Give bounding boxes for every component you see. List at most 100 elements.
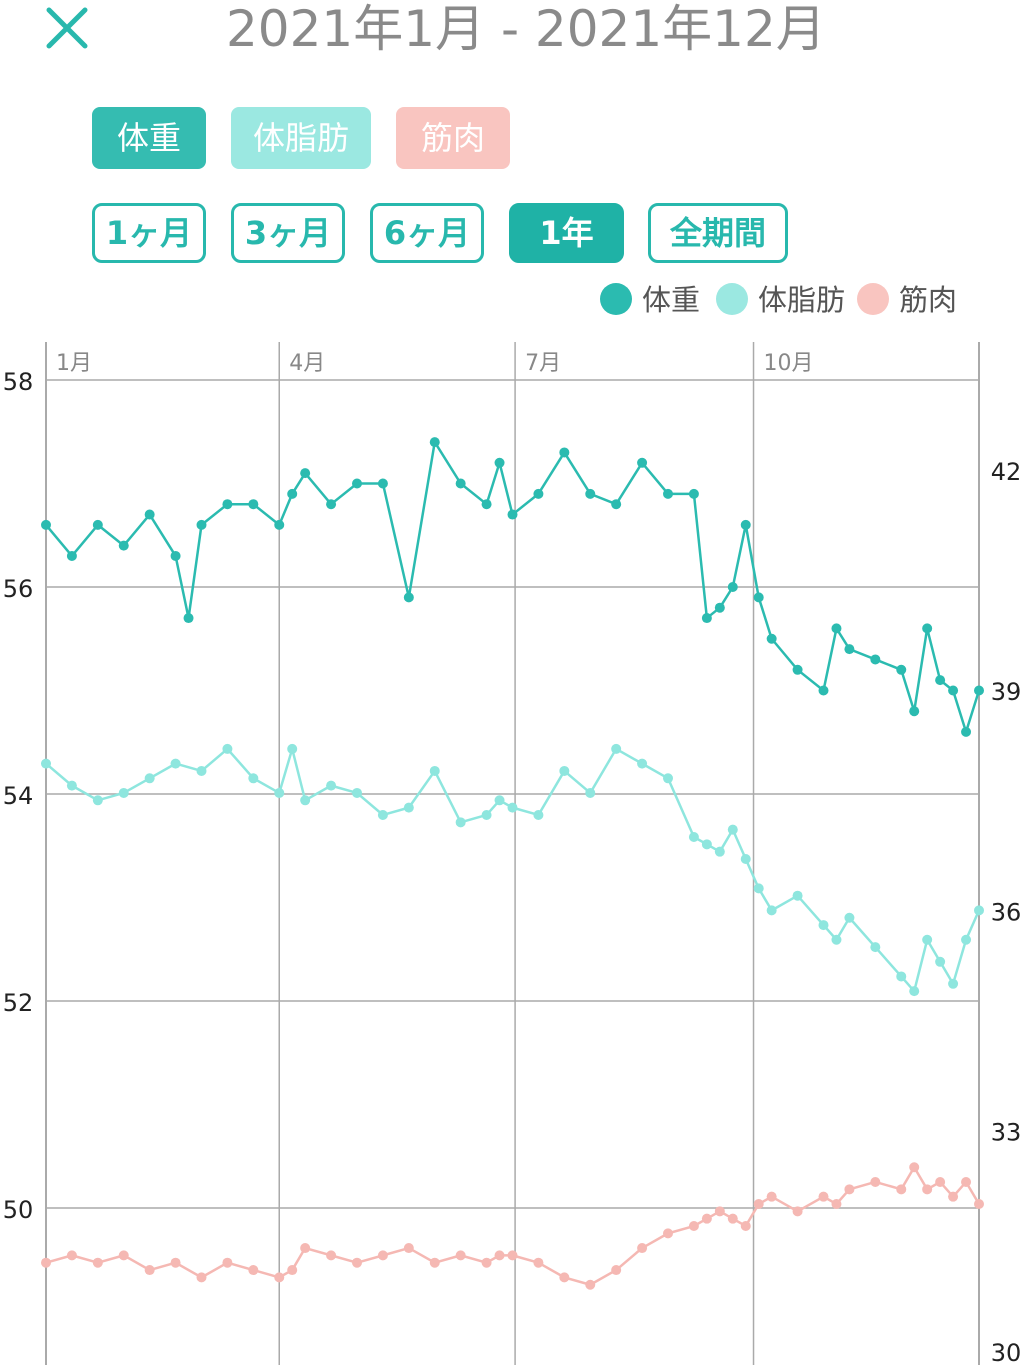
- data-point-body-fat: [352, 787, 362, 798]
- data-point-muscle: [818, 1191, 829, 1202]
- data-point-body-fat: [533, 809, 544, 820]
- data-point-weight: [170, 550, 181, 561]
- data-point-muscle: [455, 1250, 466, 1261]
- range-6-month-button[interactable]: 6ヶ月: [370, 203, 484, 263]
- data-point-muscle: [727, 1213, 738, 1224]
- legend-weight: 体重: [600, 280, 700, 320]
- data-point-weight: [352, 478, 362, 489]
- data-point-muscle: [429, 1257, 440, 1268]
- data-point-weight: [948, 685, 959, 696]
- data-point-body-fat: [818, 920, 829, 931]
- data-point-body-fat: [585, 787, 596, 798]
- metric-tab-body-fat[interactable]: 体脂肪: [231, 107, 371, 169]
- close-icon[interactable]: [42, 6, 92, 50]
- data-point-muscle: [481, 1257, 492, 1268]
- data-point-muscle: [118, 1250, 129, 1261]
- data-point-weight: [766, 633, 777, 644]
- data-point-muscle: [831, 1199, 842, 1209]
- data-point-body-fat: [974, 905, 984, 916]
- data-point-muscle: [896, 1184, 907, 1195]
- data-point-body-fat: [196, 765, 207, 776]
- data-point-muscle: [196, 1272, 207, 1283]
- data-point-muscle: [663, 1228, 673, 1239]
- data-point-weight: [326, 499, 337, 510]
- data-point-weight: [507, 509, 518, 520]
- data-point-muscle: [300, 1243, 311, 1254]
- data-point-body-fat: [494, 795, 505, 806]
- data-point-muscle: [274, 1272, 285, 1283]
- data-point-muscle: [948, 1191, 959, 1202]
- data-point-weight: [753, 592, 764, 603]
- data-point-muscle: [909, 1162, 920, 1173]
- data-point-body-fat: [118, 787, 129, 798]
- data-point-weight: [714, 602, 725, 613]
- left-tick-label: 52: [3, 989, 34, 1017]
- data-point-body-fat: [144, 773, 155, 784]
- data-point-body-fat: [287, 743, 298, 754]
- data-point-body-fat: [222, 743, 233, 754]
- data-point-weight: [740, 519, 751, 530]
- data-point-body-fat: [740, 854, 751, 865]
- data-point-body-fat: [559, 765, 570, 776]
- data-point-weight: [300, 468, 311, 479]
- data-point-weight: [274, 519, 285, 530]
- x-tick-label: 7月: [525, 351, 561, 376]
- data-point-body-fat: [753, 883, 764, 894]
- data-point-muscle: [611, 1265, 622, 1276]
- legend-body-fat: 体脂肪: [716, 280, 845, 320]
- data-point-body-fat: [948, 978, 959, 989]
- data-point-muscle: [961, 1176, 972, 1187]
- data-point-body-fat: [248, 773, 259, 784]
- data-point-muscle: [248, 1265, 259, 1276]
- right-tick-label: 42: [991, 458, 1022, 486]
- data-point-muscle: [585, 1279, 596, 1290]
- data-point-muscle: [766, 1191, 777, 1202]
- range-1-year-button[interactable]: 1年: [509, 203, 624, 263]
- range-all-button[interactable]: 全期間: [648, 203, 788, 263]
- legend-weight-dot: [600, 283, 632, 315]
- data-point-muscle: [66, 1250, 77, 1261]
- data-point-weight: [41, 519, 51, 530]
- data-point-body-fat: [637, 758, 648, 769]
- data-point-body-fat: [663, 773, 673, 784]
- data-point-muscle: [844, 1184, 855, 1195]
- data-point-weight: [559, 447, 570, 458]
- data-point-body-fat: [377, 809, 388, 820]
- data-point-muscle: [377, 1250, 388, 1261]
- legend-muscle-dot: [857, 283, 889, 315]
- data-point-weight: [792, 664, 803, 675]
- data-point-body-fat: [92, 795, 103, 806]
- data-point-weight: [818, 685, 829, 696]
- data-point-body-fat: [170, 758, 181, 769]
- data-point-body-fat: [831, 934, 842, 945]
- data-point-weight: [183, 613, 194, 624]
- data-point-weight: [961, 726, 972, 737]
- data-point-weight: [637, 457, 648, 468]
- data-point-body-fat: [701, 839, 712, 850]
- data-point-weight: [403, 592, 414, 603]
- data-point-weight: [688, 488, 699, 499]
- range-3-month-button[interactable]: 3ヶ月: [231, 203, 345, 263]
- data-point-body-fat: [714, 846, 725, 857]
- data-point-muscle: [222, 1257, 233, 1268]
- data-point-weight: [144, 509, 155, 520]
- right-tick-label: 30: [991, 1339, 1022, 1365]
- data-point-body-fat: [688, 832, 699, 842]
- data-point-weight: [248, 499, 259, 510]
- data-point-muscle: [974, 1199, 984, 1209]
- data-point-body-fat: [909, 986, 920, 997]
- metric-tab-weight[interactable]: 体重: [92, 107, 206, 169]
- range-1-month-button[interactable]: 1ヶ月: [92, 203, 206, 263]
- data-point-muscle: [533, 1257, 544, 1268]
- metric-tab-muscle[interactable]: 筋肉: [396, 107, 510, 169]
- data-point-weight: [844, 644, 855, 655]
- data-point-weight: [896, 664, 907, 675]
- data-point-muscle: [740, 1221, 751, 1232]
- data-point-weight: [196, 519, 207, 530]
- data-point-weight: [429, 437, 440, 448]
- data-point-muscle: [507, 1250, 518, 1261]
- data-point-muscle: [753, 1199, 764, 1209]
- period-title: 2021年1月 - 2021年12月: [226, 0, 826, 58]
- data-point-muscle: [714, 1206, 725, 1217]
- data-point-body-fat: [455, 817, 466, 828]
